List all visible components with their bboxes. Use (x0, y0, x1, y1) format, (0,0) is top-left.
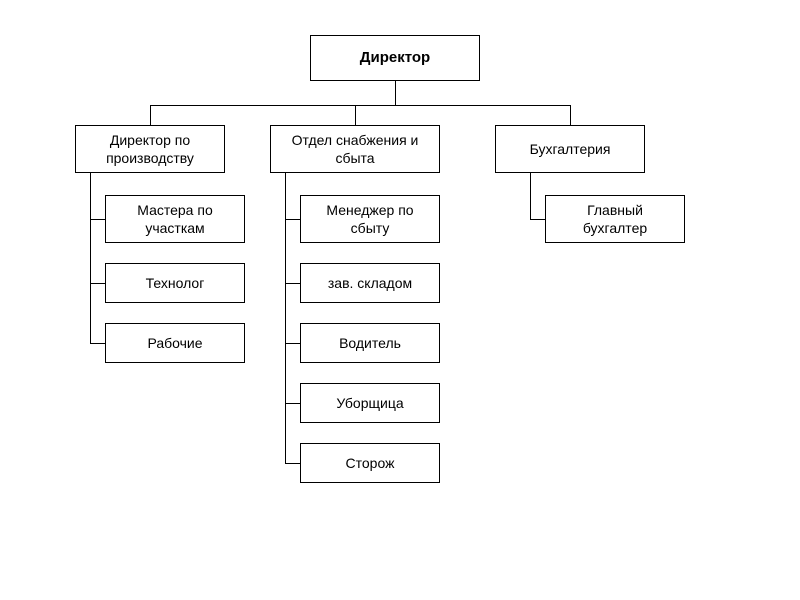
node-d2_5: Сторож (300, 443, 440, 483)
connector-5 (90, 173, 91, 343)
connector-3 (355, 105, 356, 125)
connector-16 (530, 219, 545, 220)
connector-1 (150, 105, 570, 106)
node-dept1: Директор по производству (75, 125, 225, 173)
connector-14 (285, 463, 300, 464)
connector-13 (285, 403, 300, 404)
connector-8 (90, 343, 105, 344)
node-d2_3: Водитель (300, 323, 440, 363)
node-dept2: Отдел снабжения и сбыта (270, 125, 440, 173)
connector-7 (90, 283, 105, 284)
node-d1_1: Мастера по участкам (105, 195, 245, 243)
node-d2_4: Уборщица (300, 383, 440, 423)
connector-11 (285, 283, 300, 284)
node-d2_2: зав. складом (300, 263, 440, 303)
connector-4 (570, 105, 571, 125)
node-d1_2: Технолог (105, 263, 245, 303)
node-root: Директор (310, 35, 480, 81)
connector-9 (285, 173, 286, 463)
connector-6 (90, 219, 105, 220)
connector-2 (150, 105, 151, 125)
connector-0 (395, 81, 396, 105)
node-d2_1: Менеджер по сбыту (300, 195, 440, 243)
connector-15 (530, 173, 531, 219)
connector-12 (285, 343, 300, 344)
node-d3_1: Главный бухгалтер (545, 195, 685, 243)
connector-10 (285, 219, 300, 220)
node-d1_3: Рабочие (105, 323, 245, 363)
node-dept3: Бухгалтерия (495, 125, 645, 173)
